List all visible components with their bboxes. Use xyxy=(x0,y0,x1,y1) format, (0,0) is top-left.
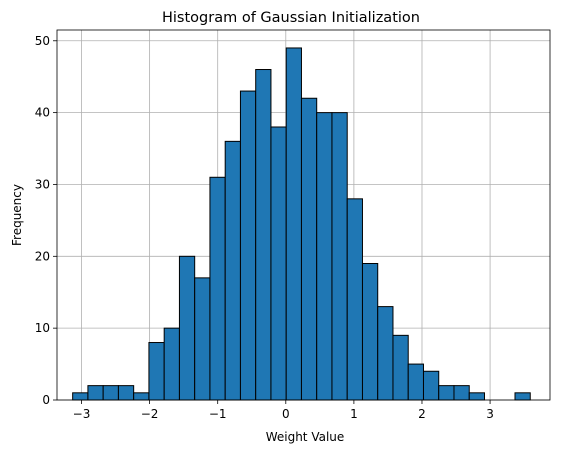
histogram-bar xyxy=(285,47,302,401)
histogram-bar xyxy=(148,342,165,401)
histogram-bar xyxy=(361,262,379,401)
x-tick-label: 1 xyxy=(350,407,358,421)
histogram-bar xyxy=(270,126,287,401)
x-tick-label: 2 xyxy=(418,407,426,421)
histogram-bar xyxy=(392,334,409,401)
histogram-bar xyxy=(346,198,363,401)
histogram-bar xyxy=(102,385,119,401)
y-axis-ticks: 0 10 20 30 40 50 xyxy=(35,34,57,407)
y-tick-label: 10 xyxy=(35,321,50,335)
histogram-bar xyxy=(163,327,180,401)
histogram-bar xyxy=(407,363,424,401)
histogram-bar xyxy=(224,140,241,401)
chart-title: Histogram of Gaussian Initialization xyxy=(162,10,420,26)
histogram-bar xyxy=(194,277,211,401)
histogram-bar xyxy=(87,385,104,401)
y-tick-label: 0 xyxy=(42,393,50,407)
x-tick-label: −2 xyxy=(141,407,159,421)
histogram-bar xyxy=(438,385,455,401)
x-tick-label: −1 xyxy=(209,407,227,421)
histogram-bar xyxy=(133,392,150,401)
histogram-bar xyxy=(468,392,485,401)
histogram-bar xyxy=(117,385,135,401)
histogram-bar xyxy=(453,385,470,401)
y-tick-label: 50 xyxy=(35,34,50,48)
histogram-bar xyxy=(72,392,89,401)
histogram-bars xyxy=(72,47,531,401)
x-axis-title: Weight Value xyxy=(266,430,345,444)
plot-frame xyxy=(56,29,551,401)
histogram-bar xyxy=(514,392,531,401)
x-tick-label: 3 xyxy=(486,407,494,421)
y-axis-title: Frequency xyxy=(10,184,24,246)
y-tick-label: 30 xyxy=(35,177,50,191)
y-tick-label: 40 xyxy=(35,106,50,120)
histogram-bar xyxy=(331,112,348,401)
histogram-bar xyxy=(178,255,196,401)
x-tick-label: −3 xyxy=(73,407,91,421)
x-axis-ticks: −3 −2 −1 0 1 2 3 xyxy=(73,400,494,421)
histogram-bar xyxy=(377,306,394,401)
histogram-bar xyxy=(209,176,226,401)
histogram-bar xyxy=(239,90,257,401)
histogram-bar xyxy=(300,97,318,401)
histogram-bar xyxy=(316,112,333,401)
y-tick-label: 20 xyxy=(35,249,50,263)
x-tick-label: 0 xyxy=(282,407,290,421)
histogram-bar xyxy=(255,69,272,401)
histogram-bar xyxy=(422,370,440,401)
